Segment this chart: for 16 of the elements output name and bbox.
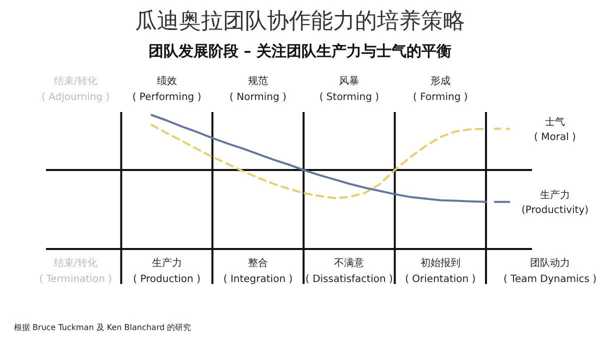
text: 生产力 (Productivity) [521, 188, 589, 216]
text: 不满意 ( Dissatisfaction ) [305, 257, 393, 285]
x-tick-label: 形成 ( Forming ) [412, 75, 468, 103]
x-tick-label: 结束/转化 ( Adjourning ) [42, 75, 110, 103]
chart-subtitle: 团队发展阶段 – 关注团队生产力与士气的平衡 [148, 42, 452, 60]
text: 士气 ( Moral ) [534, 116, 576, 143]
text: 团队动力 ( Team Dynamics ) [503, 257, 597, 285]
text: 初始报到 ( Orientation ) [405, 257, 476, 285]
chart-title: 瓜迪奥拉团队协作能力的培养策略 [135, 9, 465, 34]
x-tick-label: 绩效 ( Performing ) [132, 75, 202, 103]
text: 整合 ( Integration ) [223, 257, 293, 285]
text: 根据 Bruce Tuckman 及 Ken Blanchard 的研究 [14, 323, 192, 332]
text: 结束/转化 ( Termination ) [39, 257, 112, 285]
x-tick-label: 风暴 ( Storming ) [319, 76, 380, 103]
x-tick-label: 规范 ( Norming ) [230, 75, 287, 103]
text: 生产力 ( Production ) [133, 257, 201, 285]
